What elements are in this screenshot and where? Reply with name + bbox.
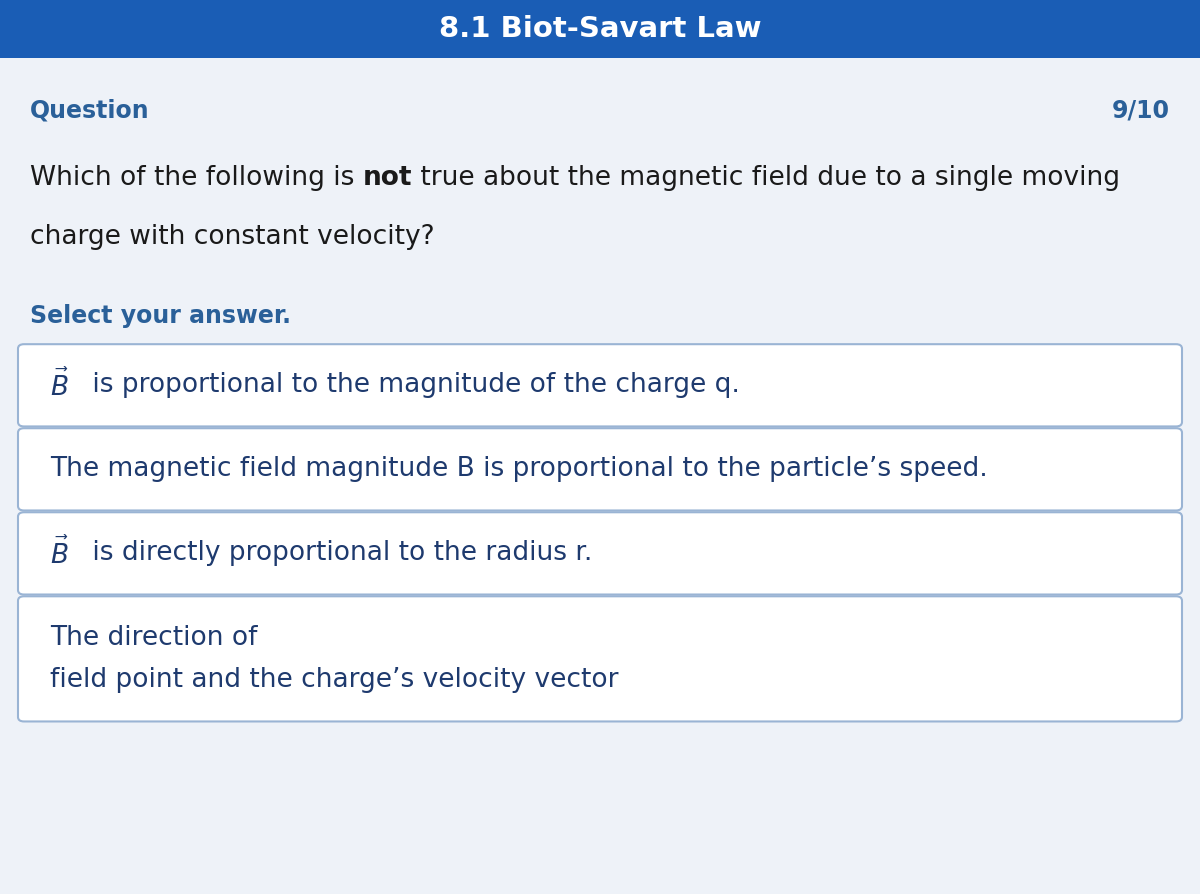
Text: 9/10: 9/10 xyxy=(1112,98,1170,122)
Text: is proportional to the magnitude of the charge q.: is proportional to the magnitude of the … xyxy=(84,372,740,399)
Text: The magnetic field magnitude B is proportional to the particle’s speed.: The magnetic field magnitude B is propor… xyxy=(50,456,988,483)
Text: Select your answer.: Select your answer. xyxy=(30,304,292,328)
FancyBboxPatch shape xyxy=(18,428,1182,510)
FancyBboxPatch shape xyxy=(18,596,1182,721)
Text: Which of the following is: Which of the following is xyxy=(30,165,362,191)
Text: The direction of: The direction of xyxy=(50,625,266,651)
FancyBboxPatch shape xyxy=(0,0,1200,58)
FancyBboxPatch shape xyxy=(18,512,1182,595)
Text: true about the magnetic field due to a single moving: true about the magnetic field due to a s… xyxy=(413,165,1121,191)
Text: charge with constant velocity?: charge with constant velocity? xyxy=(30,224,434,249)
Text: not: not xyxy=(362,165,413,191)
FancyBboxPatch shape xyxy=(18,344,1182,426)
Text: Question: Question xyxy=(30,98,150,122)
Text: 8.1 Biot-Savart Law: 8.1 Biot-Savart Law xyxy=(439,15,761,43)
Text: is directly proportional to the radius r.: is directly proportional to the radius r… xyxy=(84,540,593,567)
Text: $\vec{B}$: $\vec{B}$ xyxy=(50,369,70,401)
Text: $\vec{B}$: $\vec{B}$ xyxy=(50,537,70,569)
Text: field point and the charge’s velocity vector: field point and the charge’s velocity ve… xyxy=(50,667,628,693)
